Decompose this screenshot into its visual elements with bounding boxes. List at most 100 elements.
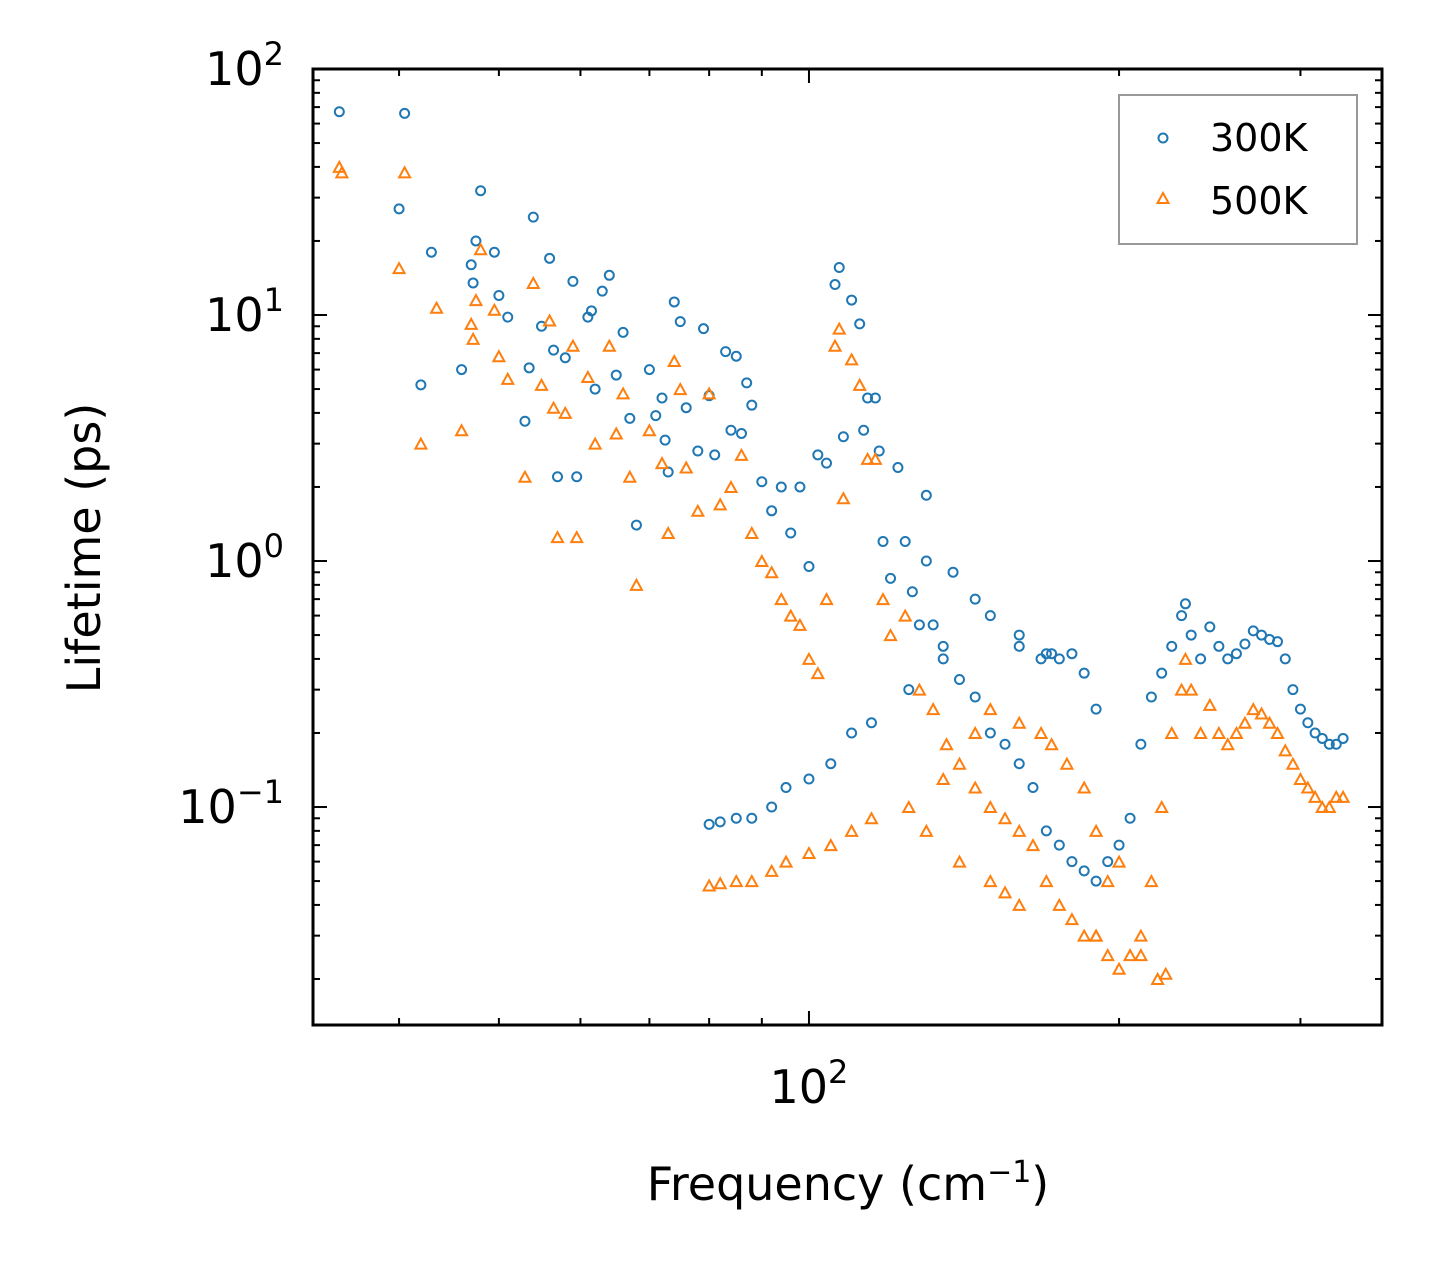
point-500K xyxy=(1122,948,1138,962)
point-500K xyxy=(468,293,484,307)
point-500K xyxy=(565,338,581,352)
point-500K xyxy=(898,608,913,622)
point-500K xyxy=(580,369,596,383)
point-300K xyxy=(1239,638,1251,650)
point-500K xyxy=(1300,780,1316,794)
point-300K xyxy=(709,449,721,461)
point-500K xyxy=(1100,874,1115,888)
point-300K xyxy=(812,449,824,461)
point-500K xyxy=(1329,789,1344,803)
point-300K xyxy=(873,445,885,457)
point-300K xyxy=(746,812,758,824)
point-300K xyxy=(846,294,858,306)
point-500K xyxy=(534,377,549,391)
point-300K xyxy=(1330,738,1342,750)
point-500K xyxy=(875,592,891,606)
point-300K xyxy=(920,555,932,567)
point-300K xyxy=(1027,782,1039,794)
point-300K xyxy=(456,364,468,376)
point-500K xyxy=(744,525,759,539)
point-300K xyxy=(969,691,981,703)
point-300K xyxy=(470,235,482,247)
point-500K xyxy=(1246,702,1261,716)
point-500K xyxy=(983,799,998,814)
point-300K xyxy=(785,527,797,539)
point-300K xyxy=(953,673,965,685)
point-300K xyxy=(1256,629,1268,641)
point-300K xyxy=(551,471,563,483)
point-500K xyxy=(397,165,412,179)
point-300K xyxy=(1230,648,1242,660)
point-500K xyxy=(792,617,808,631)
point-500K xyxy=(526,275,541,289)
point-300K xyxy=(467,277,479,289)
point-500K xyxy=(983,702,998,716)
point-300K xyxy=(1113,839,1125,851)
point-500K xyxy=(673,381,688,396)
point-300K xyxy=(656,392,668,404)
point-500K xyxy=(939,737,954,751)
point-500K xyxy=(1059,756,1075,770)
point-300K xyxy=(650,410,662,422)
point-500K xyxy=(967,725,983,739)
y-tick-labels: 10−1 100 101 102 xyxy=(178,35,284,834)
point-300K xyxy=(617,326,629,338)
point-500K xyxy=(491,349,507,363)
point-300K xyxy=(829,279,841,291)
point-300K xyxy=(1040,825,1052,837)
series-300K xyxy=(333,106,1349,887)
point-300K xyxy=(913,619,925,631)
point-300K xyxy=(544,252,556,264)
point-500K xyxy=(558,405,573,419)
point-500K xyxy=(464,316,479,330)
point-300K xyxy=(1195,653,1207,665)
point-500K xyxy=(819,592,834,606)
point-500K xyxy=(983,874,998,888)
point-300K xyxy=(741,377,753,389)
point-300K xyxy=(1035,653,1047,665)
point-500K xyxy=(1270,725,1285,739)
point-300K xyxy=(393,203,405,215)
point-300K xyxy=(730,812,742,824)
point-500K xyxy=(473,242,488,256)
point-300K xyxy=(833,261,845,273)
point-300K xyxy=(1124,812,1136,824)
point-500K xyxy=(801,845,817,860)
point-300K xyxy=(756,476,768,488)
point-300K xyxy=(803,560,815,572)
point-500K xyxy=(734,447,749,461)
point-500K xyxy=(823,838,838,852)
point-500K xyxy=(602,338,617,352)
point-500K xyxy=(679,460,694,474)
point-300K xyxy=(1294,703,1306,715)
point-500K xyxy=(864,811,879,825)
point-500K xyxy=(764,565,779,579)
point-300K xyxy=(659,434,671,446)
point-500K xyxy=(868,451,883,465)
point-500K xyxy=(901,799,916,814)
point-500K xyxy=(1012,715,1027,729)
point-300K xyxy=(947,566,959,578)
point-300K xyxy=(1078,865,1090,877)
point-500K xyxy=(1144,874,1159,888)
point-500K xyxy=(774,592,789,606)
point-500K xyxy=(701,878,717,892)
point-500K xyxy=(912,682,927,696)
point-300K xyxy=(794,481,806,493)
point-500K xyxy=(487,302,502,316)
point-300K xyxy=(1176,610,1188,622)
point-300K xyxy=(674,316,686,328)
point-500K xyxy=(1229,725,1244,739)
point-500K xyxy=(391,261,407,275)
major-ticks xyxy=(313,68,1382,1025)
point-300K xyxy=(589,383,601,395)
point-300K xyxy=(1135,738,1147,750)
point-300K xyxy=(858,424,870,436)
point-500K xyxy=(1278,743,1293,757)
point-500K xyxy=(1335,789,1351,803)
point-300K xyxy=(703,818,715,830)
point-500K xyxy=(844,352,859,366)
point-500K xyxy=(615,386,631,400)
point-300K xyxy=(1309,727,1321,739)
y-axis-title: Lifetime (ps) xyxy=(57,403,111,694)
